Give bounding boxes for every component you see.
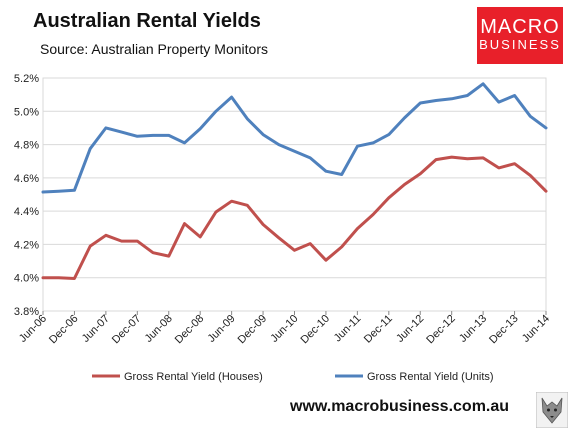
logo-line-1: MACRO <box>480 16 560 38</box>
x-tick-label: Jun-09 <box>205 313 237 345</box>
x-tick-label: Jun-11 <box>332 313 364 345</box>
y-tick-label: 4.6% <box>14 173 39 185</box>
logo-line-2: BUSINESS <box>479 37 561 52</box>
x-tick-label: Dec-09 <box>236 313 270 347</box>
legend-label: Gross Rental Yield (Houses) <box>124 371 263 383</box>
y-tick-label: 4.2% <box>14 239 39 251</box>
wolf-mascot-icon <box>536 392 568 428</box>
x-tick-label: Dec-06 <box>47 313 81 347</box>
y-tick-label: 5.2% <box>14 73 39 85</box>
y-tick-label: 4.0% <box>14 273 39 285</box>
x-tick-label: Jun-14 <box>520 313 552 345</box>
data-series <box>41 82 548 280</box>
series-line <box>41 82 548 194</box>
chart-title: Australian Rental Yields <box>33 10 261 32</box>
series-line <box>41 155 548 280</box>
chart-source: Source: Australian Property Monitors <box>40 41 268 57</box>
x-tick-label: Dec-12 <box>424 313 458 347</box>
y-tick-label: 5.0% <box>14 106 39 118</box>
website-url: www.macrobusiness.com.au <box>290 398 510 415</box>
x-tick-label: Dec-07 <box>110 313 144 347</box>
plot-area <box>42 77 547 312</box>
legend-label: Gross Rental Yield (Units) <box>367 371 494 383</box>
x-tick-label: Jun-08 <box>143 313 175 345</box>
y-axis: 3.8% 4.0% 4.2% 4.4% 4.6% 4.8% 5.0% 5.2% <box>14 73 39 318</box>
x-tick-label: Jun-12 <box>394 313 426 345</box>
x-tick-label: Dec-10 <box>298 313 332 347</box>
x-tick-label: Jun-07 <box>80 313 112 345</box>
x-tick-label: Dec-13 <box>487 313 521 347</box>
y-tick-label: 3.8% <box>14 306 39 318</box>
legend: Gross Rental Yield (Houses) Gross Rental … <box>92 371 494 383</box>
x-tick-label: Dec-08 <box>173 313 207 347</box>
y-tick-label: 4.8% <box>14 140 39 152</box>
y-tick-label: 4.4% <box>14 206 39 218</box>
x-tick-label: Dec-11 <box>362 313 395 346</box>
x-tick-label: Jun-13 <box>457 313 489 345</box>
macrobusiness-logo: MACRO BUSINESS <box>477 7 563 64</box>
x-tick-label: Jun-10 <box>268 313 300 345</box>
